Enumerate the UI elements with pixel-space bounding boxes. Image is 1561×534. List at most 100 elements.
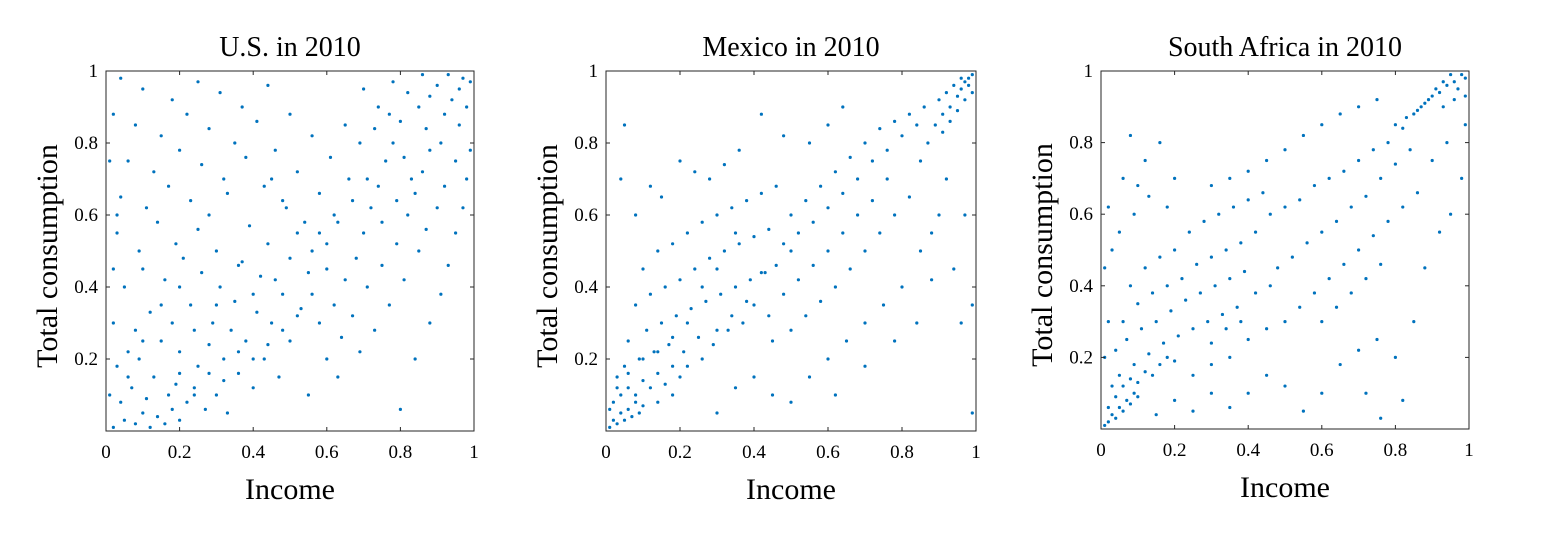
data-point (1224, 327, 1228, 331)
data-point (398, 119, 402, 123)
data-point (870, 199, 874, 203)
data-point (1180, 277, 1184, 281)
data-point (384, 159, 388, 163)
data-point (1412, 112, 1416, 116)
data-point (258, 274, 263, 278)
data-point (678, 278, 682, 282)
data-point (719, 292, 723, 296)
data-point (641, 404, 645, 408)
data-point (1136, 380, 1140, 385)
chart-1-y-axis-label: Total consumption (531, 144, 564, 368)
data-point (626, 407, 630, 411)
data-point (1357, 248, 1361, 252)
data-point (1198, 291, 1202, 295)
data-point (878, 231, 882, 235)
data-point (233, 299, 237, 303)
data-point (970, 73, 974, 77)
data-point (1452, 98, 1456, 102)
data-point (148, 425, 152, 429)
x-tick-label: 0.6 (315, 442, 339, 463)
data-point (281, 199, 285, 203)
data-point (1187, 230, 1191, 234)
x-tick-label: 1 (1464, 440, 1474, 461)
data-point (439, 141, 443, 145)
data-point (1423, 101, 1427, 105)
data-point (1434, 87, 1438, 91)
data-point (152, 170, 156, 174)
data-point (804, 199, 808, 203)
data-point (152, 375, 156, 379)
data-point (380, 220, 384, 224)
data-point (1121, 409, 1125, 413)
chart-2-x-axis-label: Income (1240, 471, 1330, 504)
data-point (1375, 98, 1379, 102)
data-point (417, 249, 421, 253)
data-point (1276, 266, 1280, 270)
data-point (424, 227, 428, 231)
data-point (782, 242, 786, 246)
data-point (174, 242, 178, 246)
data-point (317, 191, 322, 195)
data-point (347, 177, 351, 181)
data-point (1176, 334, 1180, 338)
data-point (1228, 405, 1232, 410)
data-point (373, 127, 377, 131)
data-point (1364, 194, 1368, 198)
data-point (841, 191, 845, 195)
data-point (461, 76, 465, 80)
data-point (656, 350, 660, 354)
data-point (970, 303, 974, 307)
data-point (402, 155, 406, 159)
data-point (1228, 176, 1232, 180)
data-point (376, 184, 380, 188)
data-point (1154, 320, 1158, 324)
data-point (450, 98, 454, 102)
data-point (870, 159, 874, 163)
data-point (1393, 123, 1397, 127)
data-point (863, 141, 867, 145)
y-tick-label: 0.2 (574, 349, 598, 370)
data-point (417, 105, 421, 109)
data-point (611, 400, 615, 404)
data-point (373, 328, 377, 332)
data-point (1128, 133, 1133, 138)
data-point (1121, 320, 1125, 324)
y-tick-label: 0.4 (574, 277, 598, 298)
data-point (1158, 255, 1162, 259)
data-point (395, 242, 399, 246)
data-point (900, 285, 904, 289)
data-point (1401, 205, 1405, 209)
data-point (214, 249, 218, 253)
data-point (420, 170, 425, 174)
data-point (1445, 141, 1449, 145)
x-tick-label: 0 (1096, 440, 1106, 461)
data-point (108, 393, 112, 397)
data-point (881, 303, 886, 307)
data-point (1379, 262, 1383, 266)
data-point (1191, 373, 1195, 377)
data-point (457, 87, 461, 91)
data-point (763, 271, 767, 275)
data-point (133, 422, 138, 426)
data-point (656, 371, 660, 375)
data-point (915, 123, 919, 127)
chart-2-plot-frame (1100, 70, 1470, 430)
data-point (745, 299, 749, 303)
data-point (1268, 212, 1272, 216)
data-point (748, 278, 752, 282)
data-point (789, 328, 793, 332)
data-point (306, 393, 310, 397)
chart-2-points (1103, 72, 1467, 428)
data-point (454, 231, 458, 235)
data-point (211, 321, 215, 325)
data-point (685, 321, 689, 325)
data-point (192, 328, 196, 332)
data-point (1231, 205, 1236, 209)
data-point (380, 263, 384, 267)
data-point (893, 339, 897, 343)
data-point (826, 357, 830, 361)
data-point (722, 249, 726, 253)
data-point (1173, 248, 1177, 252)
data-point (137, 249, 141, 253)
chart-0-points (108, 73, 472, 429)
